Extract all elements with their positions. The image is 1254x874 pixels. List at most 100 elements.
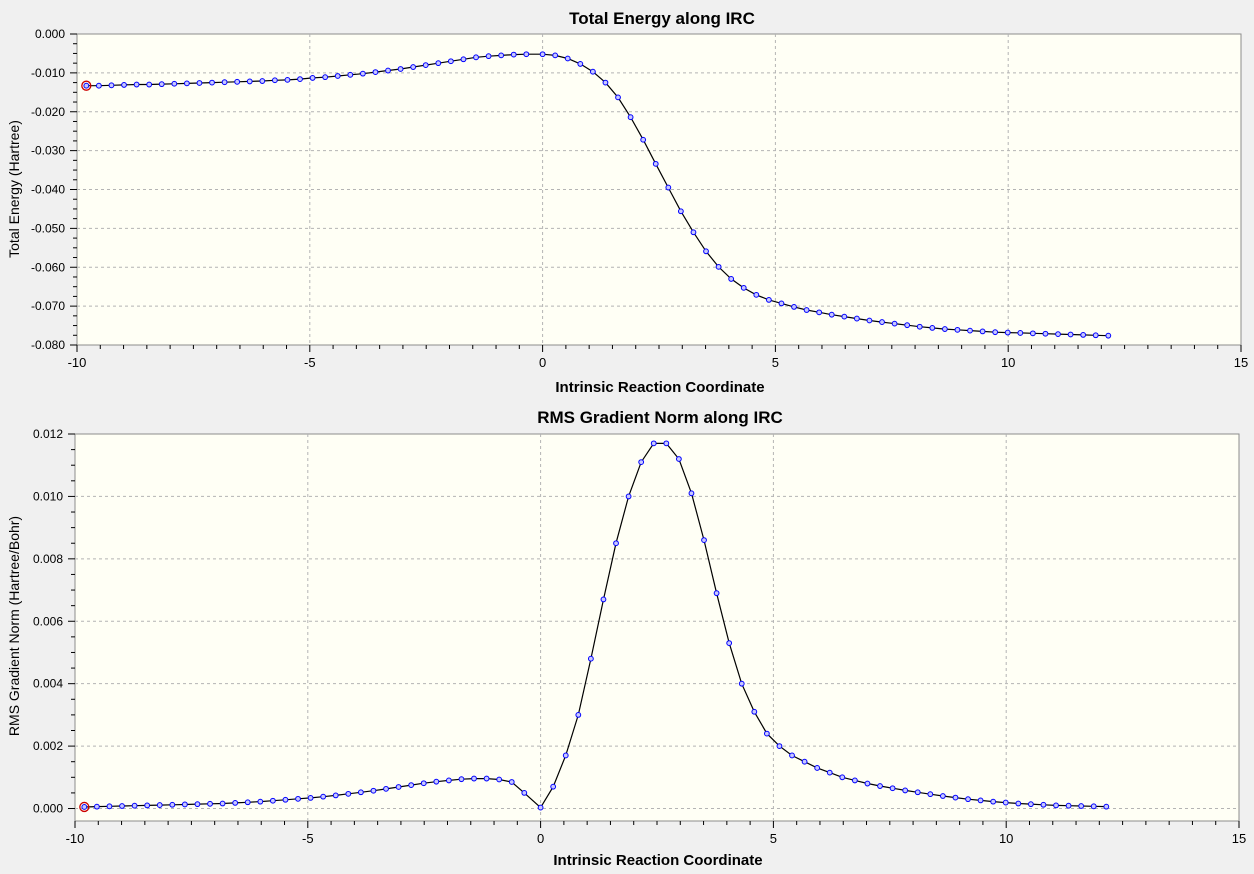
data-point[interactable] [282,796,289,803]
data-point[interactable] [271,77,278,84]
data-point[interactable] [385,67,391,74]
data-point[interactable] [650,440,657,447]
data-point[interactable] [510,51,517,58]
data-point[interactable] [839,774,846,781]
data-point[interactable] [990,798,997,805]
data-point[interactable] [776,743,783,749]
data-point[interactable] [889,785,896,792]
data-point[interactable] [295,795,301,802]
data-point[interactable] [1090,803,1097,810]
data-point[interactable] [916,323,923,330]
data-point[interactable] [941,326,948,332]
data-point[interactable] [814,765,821,771]
data-point[interactable] [359,70,366,77]
data-point[interactable] [131,802,138,809]
data-point[interactable] [1092,332,1099,339]
data-point[interactable] [357,789,364,796]
data-point[interactable] [663,440,670,447]
data-point[interactable] [690,229,697,236]
data-point[interactable] [244,799,251,806]
data-point[interactable] [765,297,772,303]
data-point[interactable] [1103,803,1110,810]
data-point[interactable] [728,276,735,282]
data-point[interactable] [1002,799,1009,806]
data-point[interactable] [891,320,898,327]
data-point[interactable] [1080,331,1087,338]
data-point[interactable] [677,208,684,215]
data-point[interactable] [539,51,546,58]
data-point[interactable] [992,329,999,336]
data-point[interactable] [738,680,745,687]
data-point[interactable] [183,80,190,87]
data-point[interactable] [445,777,452,784]
data-point[interactable] [207,800,213,807]
data-point[interactable] [602,79,609,86]
data-point[interactable] [537,804,544,811]
data-point[interactable] [600,596,607,603]
data-point[interactable] [332,792,339,799]
data-point[interactable] [133,81,140,88]
data-point[interactable] [1027,801,1034,808]
data-point[interactable] [675,456,682,462]
data-point[interactable] [307,795,314,801]
data-point[interactable] [422,62,429,68]
data-point[interactable] [1017,330,1024,336]
data-point[interactable] [257,798,264,805]
data-point[interactable] [209,79,215,86]
data-point[interactable] [121,82,127,88]
data-point[interactable] [219,800,226,807]
data-point[interactable] [181,801,188,808]
data-point[interactable] [309,75,316,81]
data-point[interactable] [1078,803,1085,809]
data-point[interactable] [828,311,835,318]
data-point[interactable] [877,783,883,789]
data-point[interactable] [221,79,228,86]
data-point[interactable] [81,804,88,810]
data-point[interactable] [284,76,291,83]
data-point[interactable] [713,590,720,597]
data-point[interactable] [194,801,201,808]
data-point[interactable] [196,80,203,86]
data-point[interactable] [521,790,528,796]
data-point[interactable] [1053,802,1059,809]
data-point[interactable] [789,752,795,759]
data-point[interactable] [498,52,505,59]
data-point[interactable] [577,61,584,67]
data-point[interactable] [496,776,503,783]
data-point[interactable] [93,803,100,810]
data-point[interactable] [853,315,860,322]
data-point[interactable] [615,94,621,101]
data-point[interactable] [564,55,571,62]
data-point[interactable] [550,783,557,790]
data-point[interactable] [1015,800,1022,807]
data-point[interactable] [372,69,379,75]
data-point[interactable] [753,291,760,298]
data-point[interactable] [851,777,858,784]
data-point[interactable] [613,540,619,547]
data-point[interactable] [1004,329,1011,336]
data-point[interactable] [866,317,873,324]
data-point[interactable] [979,328,986,335]
data-point[interactable] [763,730,770,737]
data-point[interactable] [826,769,833,776]
data-point[interactable] [523,51,530,58]
data-point[interactable] [370,787,377,794]
data-point[interactable] [483,775,490,782]
data-point[interactable] [156,802,163,808]
data-point[interactable] [473,54,479,61]
data-point[interactable] [864,780,871,787]
data-point[interactable] [108,82,115,89]
data-point[interactable] [232,799,239,806]
data-point[interactable] [778,300,785,307]
data-point[interactable] [1040,801,1047,808]
data-point[interactable] [1067,331,1074,338]
data-point[interactable] [259,78,266,84]
selected-point-marker[interactable] [81,80,92,91]
data-point[interactable] [589,68,596,75]
data-point[interactable] [269,797,276,804]
data-point[interactable] [246,78,253,85]
data-point[interactable] [552,52,559,59]
data-point[interactable] [435,60,442,67]
selected-point-marker[interactable] [79,801,90,813]
data-point[interactable] [297,76,303,82]
